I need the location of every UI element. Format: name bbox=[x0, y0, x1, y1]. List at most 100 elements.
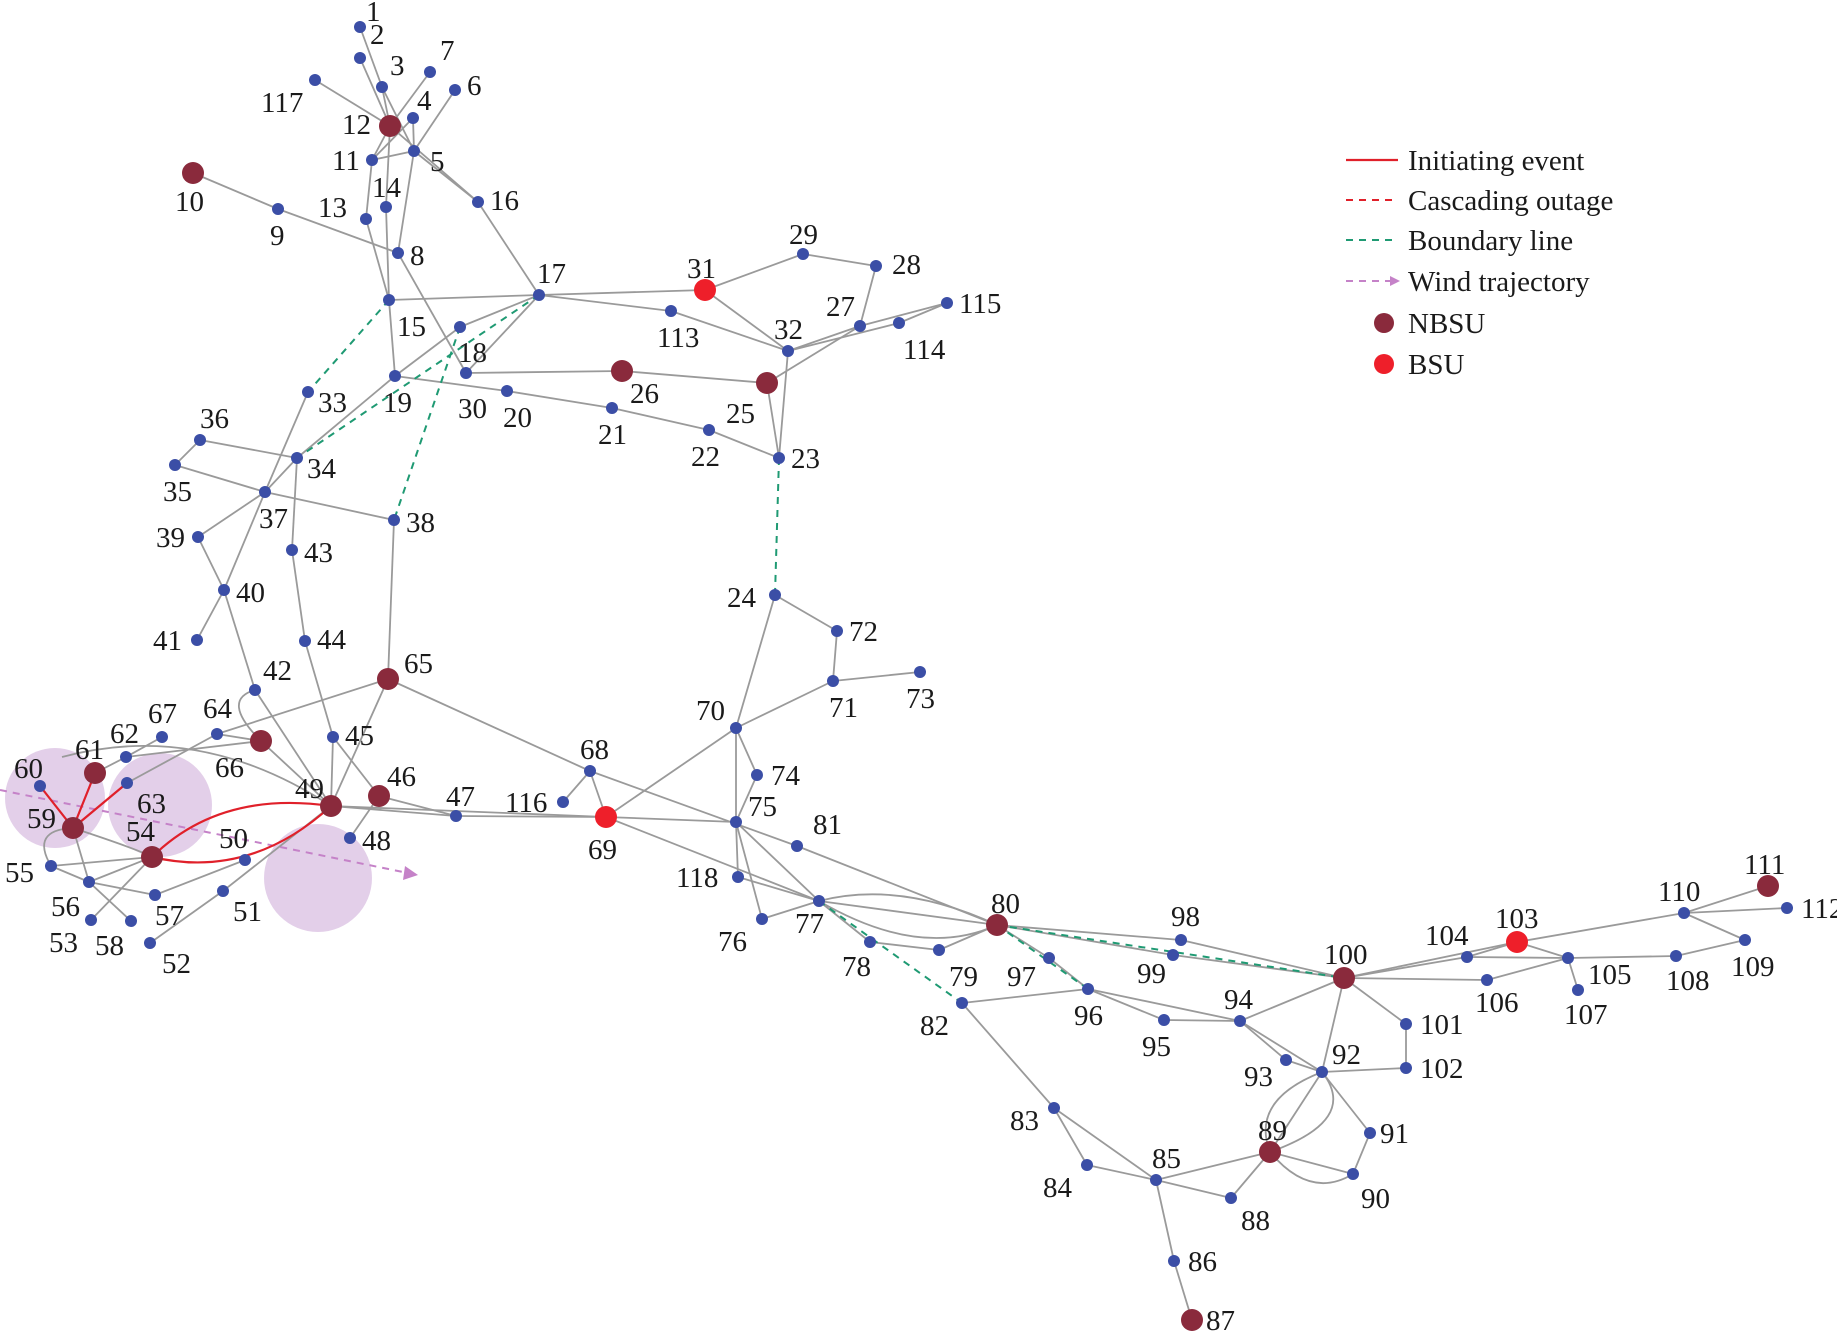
line-34-36 bbox=[199, 439, 298, 459]
bus-label-69: 69 bbox=[588, 834, 617, 866]
bus-label-50: 50 bbox=[219, 823, 248, 855]
bus-label-32: 32 bbox=[774, 314, 803, 346]
line-76-77 bbox=[761, 900, 820, 920]
line-54-55 bbox=[50, 856, 153, 867]
bus-61 bbox=[84, 762, 106, 784]
bus-label-101: 101 bbox=[1420, 1009, 1464, 1041]
bus-label-7: 7 bbox=[440, 35, 455, 67]
line-77-78 bbox=[818, 900, 871, 943]
bus-label-74: 74 bbox=[771, 760, 801, 792]
line-1-3 bbox=[359, 26, 383, 88]
line-8-9 bbox=[277, 208, 399, 254]
bus-6 bbox=[449, 84, 461, 96]
bus-label-103: 103 bbox=[1495, 903, 1539, 935]
line-95-96 bbox=[1087, 988, 1165, 1021]
line-37-40 bbox=[223, 491, 266, 591]
bus-112 bbox=[1781, 902, 1793, 914]
line-24-72 bbox=[774, 594, 838, 632]
legend: Initiating event Cascading outage Bounda… bbox=[1346, 145, 1613, 381]
bus-label-77: 77 bbox=[795, 908, 824, 940]
line-104-105 bbox=[1466, 956, 1569, 959]
bus-label-11: 11 bbox=[332, 145, 360, 177]
bus-93 bbox=[1280, 1054, 1292, 1066]
legend-bsu-icon bbox=[1374, 354, 1394, 374]
line-56-57 bbox=[88, 881, 156, 896]
bus-label-111: 111 bbox=[1744, 849, 1785, 881]
line-29-31 bbox=[704, 253, 804, 291]
line-19-34 bbox=[296, 375, 396, 459]
line-17-18 bbox=[459, 294, 540, 328]
bus-label-24: 24 bbox=[727, 582, 757, 614]
bus-label-114: 114 bbox=[903, 334, 946, 366]
line-46-47 bbox=[378, 795, 457, 817]
bus-72 bbox=[831, 625, 843, 637]
line-9-10 bbox=[192, 172, 279, 210]
bus-3 bbox=[376, 81, 388, 93]
bus-label-42: 42 bbox=[263, 655, 292, 687]
line-69-77 bbox=[605, 816, 820, 902]
line-71-73 bbox=[832, 671, 921, 682]
legend-bsu-label: BSU bbox=[1408, 349, 1464, 381]
bus-label-66: 66 bbox=[215, 752, 244, 784]
bus-label-12: 12 bbox=[342, 109, 371, 141]
line-98-100 bbox=[1180, 939, 1345, 979]
bus-86 bbox=[1168, 1255, 1180, 1267]
bus-110 bbox=[1678, 907, 1690, 919]
bus-50 bbox=[239, 854, 251, 866]
line-75-77 bbox=[735, 821, 820, 902]
legend-initiating-event-label: Initiating event bbox=[1408, 145, 1584, 177]
bus-label-40: 40 bbox=[236, 577, 265, 609]
line-12-117 bbox=[314, 79, 391, 127]
bus-100 bbox=[1333, 967, 1355, 989]
line-20-21 bbox=[506, 390, 613, 409]
bus-label-62: 62 bbox=[110, 718, 139, 750]
bus-9 bbox=[272, 203, 284, 215]
bus-label-9: 9 bbox=[270, 220, 285, 252]
bus-label-83: 83 bbox=[1010, 1105, 1039, 1137]
line-42-49 bbox=[254, 689, 332, 807]
bus-label-37: 37 bbox=[259, 503, 288, 535]
line-8-5 bbox=[397, 150, 415, 254]
line-23-32 bbox=[778, 350, 789, 459]
bus-96 bbox=[1082, 983, 1094, 995]
bus-label-60: 60 bbox=[14, 753, 43, 785]
bus-label-41: 41 bbox=[153, 625, 182, 657]
line-75-118 bbox=[735, 821, 739, 878]
bus-34 bbox=[291, 452, 303, 464]
legend-nbsu-label: NBSU bbox=[1408, 308, 1485, 340]
bus-label-116: 116 bbox=[505, 787, 547, 819]
line-105-108 bbox=[1567, 955, 1677, 959]
buses bbox=[34, 21, 1793, 1331]
line-69-75 bbox=[605, 816, 737, 823]
legend-boundary-line-label: Boundary line bbox=[1408, 225, 1573, 257]
line-37-39 bbox=[197, 491, 266, 538]
bus-label-38: 38 bbox=[406, 507, 435, 539]
bus-41 bbox=[191, 634, 203, 646]
bus-label-104: 104 bbox=[1425, 920, 1469, 952]
curve-89-92-b bbox=[1269, 1071, 1335, 1153]
boundary-line-77-82 bbox=[818, 900, 963, 1004]
line-65-68 bbox=[387, 678, 591, 772]
bus-77 bbox=[813, 895, 825, 907]
bus-92 bbox=[1316, 1066, 1328, 1078]
line-100-101 bbox=[1343, 977, 1407, 1025]
line-64-65 bbox=[216, 678, 389, 735]
bus-label-95: 95 bbox=[1142, 1031, 1171, 1063]
line-12-16 bbox=[389, 125, 479, 203]
line-40-41 bbox=[196, 589, 225, 641]
bus-label-84: 84 bbox=[1043, 1172, 1073, 1204]
bus-label-36: 36 bbox=[200, 403, 229, 435]
bus-label-15: 15 bbox=[397, 311, 426, 343]
line-5-6 bbox=[413, 89, 456, 152]
bus-label-51: 51 bbox=[233, 896, 262, 928]
bus-label-110: 110 bbox=[1658, 876, 1700, 908]
bus-17 bbox=[533, 289, 545, 301]
bus-52 bbox=[144, 937, 156, 949]
bus-label-33: 33 bbox=[318, 387, 347, 419]
bus-label-29: 29 bbox=[789, 219, 818, 251]
bus-label-46: 46 bbox=[387, 761, 416, 793]
bus-label-109: 109 bbox=[1731, 951, 1775, 983]
line-75-76 bbox=[735, 821, 763, 920]
line-16-17 bbox=[477, 201, 540, 296]
